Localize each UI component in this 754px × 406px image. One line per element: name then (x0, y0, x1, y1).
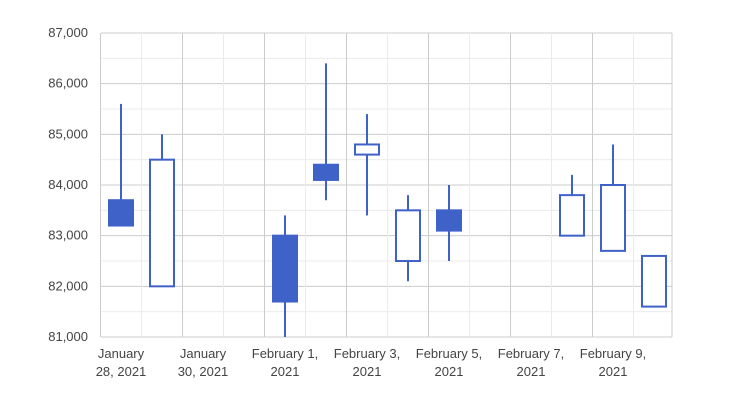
candle-body-falling (313, 163, 339, 181)
candle (149, 134, 175, 288)
candle-body-rising (354, 143, 380, 156)
candle (395, 195, 421, 282)
x-tick-label-line2: 2021 (599, 364, 628, 379)
candle (600, 144, 626, 252)
x-tick-label-line1: February 3, (334, 346, 400, 361)
y-tick-label: 87,000 (48, 25, 88, 40)
candle (559, 174, 585, 237)
y-tick-label: 85,000 (48, 126, 88, 141)
x-tick-label-line2: 2021 (517, 364, 546, 379)
candle-body-rising (395, 209, 421, 262)
x-tick-label-line1: February 5, (416, 346, 482, 361)
x-tick-label-line2: 28, 2021 (96, 364, 147, 379)
x-tick-label-line2: 2021 (353, 364, 382, 379)
x-tick-label: February 7, 2021 (498, 346, 564, 379)
x-tick-label: January 30, 2021 (178, 346, 229, 379)
x-tick-label-line1: January (180, 346, 227, 361)
x-tick-label-line2: 30, 2021 (178, 364, 229, 379)
candle (272, 215, 298, 337)
candle-body-rising (149, 158, 175, 288)
x-tick-label-line1: February 1, (252, 346, 318, 361)
candles (108, 63, 667, 337)
x-tick-label: February 1, 2021 (252, 346, 318, 379)
y-tick-label: 82,000 (48, 278, 88, 293)
x-tick-label-line1: January (98, 346, 145, 361)
x-tick-label-line2: 2021 (435, 364, 464, 379)
candle-body-rising (559, 194, 585, 237)
candle-body-falling (436, 209, 462, 232)
candle (354, 114, 380, 216)
candle (641, 254, 667, 308)
candle (313, 63, 339, 201)
x-axis: January 28, 2021 January 30, 2021 February 1… (96, 346, 647, 379)
x-tick-label: February 5, 2021 (416, 346, 482, 379)
x-tick-label-line2: 2021 (271, 364, 300, 379)
grid (100, 32, 673, 338)
y-tick-label: 83,000 (48, 228, 88, 243)
y-tick-label: 86,000 (48, 76, 88, 91)
candle (436, 185, 462, 261)
x-tick-label-line1: February 7, (498, 346, 564, 361)
x-tick-label: February 9, 2021 (580, 346, 646, 379)
candle-body-rising (641, 254, 667, 308)
candle-body-rising (600, 184, 626, 252)
candle-body-falling (108, 199, 134, 227)
x-tick-label-line1: February 9, (580, 346, 646, 361)
candle-body-falling (272, 234, 298, 303)
y-tick-label: 81,000 (48, 329, 88, 344)
x-tick-label: January 28, 2021 (96, 346, 147, 379)
y-tick-label: 84,000 (48, 177, 88, 192)
candle (108, 103, 134, 227)
x-tick-label: February 3, 2021 (334, 346, 400, 379)
y-axis: 81,000 82,000 83,000 84,000 85,000 86,000 87,0… (48, 25, 88, 344)
